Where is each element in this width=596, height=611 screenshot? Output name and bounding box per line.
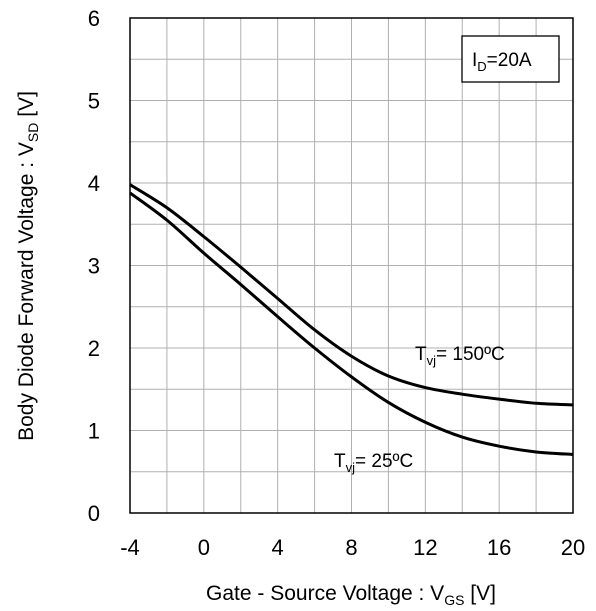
series-lines	[129, 183, 574, 456]
grid	[129, 17, 574, 514]
x-tick-label: -4	[120, 535, 140, 560]
series-label-25c: Tvj= 25ºC	[334, 451, 413, 475]
y-tick-label: 0	[88, 501, 100, 526]
y-tick-label: 1	[88, 419, 100, 444]
x-tick-labels: -4 0 4 8 12 16 20	[120, 535, 585, 560]
condition-box-frame	[461, 35, 560, 83]
x-tick-label: 0	[198, 535, 210, 560]
y-tick-label: 5	[88, 89, 100, 114]
y-tick-label: 2	[88, 336, 100, 361]
condition-box: ID=20A	[461, 35, 560, 83]
y-tick-label: 3	[88, 254, 100, 279]
series-label-150c: Tvj= 150ºC	[415, 344, 505, 368]
x-tick-label: 16	[487, 535, 511, 560]
condition-box-label: ID=20A	[472, 50, 532, 74]
x-tick-label: 20	[561, 535, 585, 560]
plot-frame	[129, 17, 574, 514]
y-axis-label: Body Diode Forward Voltage : VSD [V]	[15, 91, 41, 441]
y-tick-label: 6	[88, 6, 100, 31]
series-line-150c	[129, 183, 574, 407]
y-tick-labels: 0 1 2 3 4 5 6	[88, 6, 100, 526]
series-line-25c	[129, 191, 574, 456]
x-tick-label: 12	[413, 535, 437, 560]
x-axis-label: Gate - Source Voltage : VGS [V]	[206, 582, 496, 608]
x-tick-label: 4	[272, 535, 284, 560]
x-tick-label: 8	[345, 535, 357, 560]
y-tick-label: 4	[88, 171, 100, 196]
